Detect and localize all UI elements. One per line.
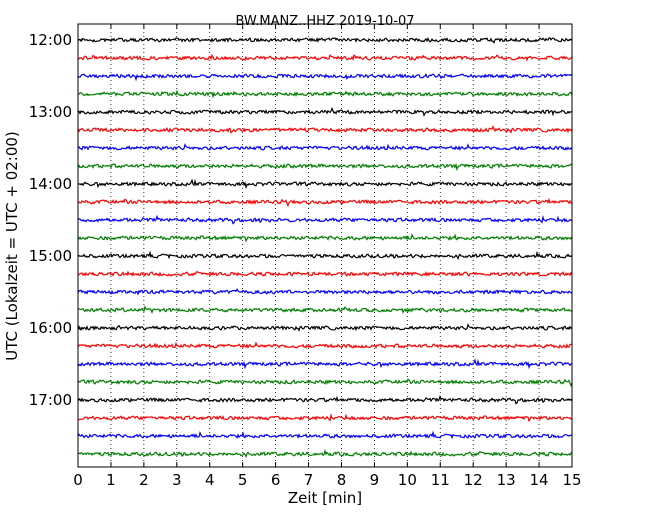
trace-1515 [77, 270, 573, 277]
x-tick-label: 6 [271, 471, 281, 489]
trace-1645 [77, 378, 573, 388]
x-tick-label: 3 [172, 471, 182, 489]
x-tick-label: 0 [73, 471, 83, 489]
trace-1615 [77, 341, 573, 349]
x-tick-label: 7 [304, 471, 314, 489]
chart-title: BW.MANZ..HHZ 2019-10-07 [235, 14, 414, 29]
trace-1500 [78, 250, 573, 261]
seismic-traces [77, 37, 573, 459]
x-axis: 0 1 2 3 4 5 6 7 8 9 10 11 12 13 14 15 [73, 24, 582, 489]
y-tick-label: 16:00 [29, 319, 72, 337]
trace-1345 [77, 162, 573, 172]
y-tick-label: 15:00 [29, 247, 72, 265]
trace-1215 [77, 53, 573, 62]
x-tick-label: 15 [562, 471, 581, 489]
x-tick-label: 2 [139, 471, 149, 489]
y-tick-label: 13:00 [29, 103, 72, 121]
trace-1315 [77, 125, 573, 134]
trace-1230 [77, 73, 573, 82]
trace-1445 [77, 233, 573, 243]
x-tick-label: 1 [106, 471, 116, 489]
x-tick-label: 14 [530, 471, 549, 489]
trace-1300 [77, 106, 573, 117]
x-tick-label: 4 [205, 471, 215, 489]
trace-1630 [77, 358, 573, 370]
trace-1545 [77, 304, 573, 315]
trace-1745 [77, 448, 573, 459]
y-tick-label: 17:00 [29, 391, 72, 409]
y-axis: 12:00 13:00 14:00 15:00 16:00 17:00 [29, 31, 572, 409]
trace-1415 [77, 197, 573, 208]
trace-1600 [77, 323, 573, 332]
trace-1530 [77, 288, 573, 296]
trace-1715 [77, 413, 573, 423]
x-tick-label: 5 [238, 471, 248, 489]
trace-1400 [77, 178, 573, 190]
y-tick-label: 12:00 [29, 31, 72, 49]
x-axis-label: Zeit [min] [288, 489, 362, 507]
x-tick-label: 9 [370, 471, 380, 489]
y-tick-label: 14:00 [29, 175, 72, 193]
trace-1245 [77, 89, 573, 99]
x-tick-label: 8 [337, 471, 347, 489]
trace-1430 [77, 214, 573, 225]
trace-1730 [77, 430, 573, 440]
x-tick-label: 13 [497, 471, 516, 489]
trace-1200 [77, 37, 573, 44]
y-axis-label: UTC (Lokalzeit = UTC + 02:00) [3, 131, 21, 361]
x-tick-label: 12 [464, 471, 483, 489]
plot-frame [77, 23, 573, 468]
trace-1330 [77, 143, 573, 151]
x-tick-label: 10 [398, 471, 417, 489]
x-tick-label: 11 [431, 471, 450, 489]
trace-1700 [77, 394, 573, 405]
